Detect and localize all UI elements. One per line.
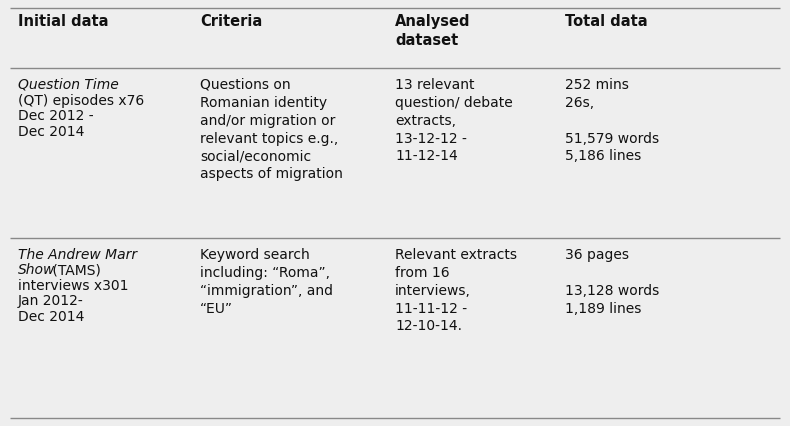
Text: Keyword search
including: “Roma”,
“immigration”, and
“EU”: Keyword search including: “Roma”, “immig… — [200, 248, 333, 316]
Text: Dec 2012 -: Dec 2012 - — [18, 109, 94, 123]
Text: (QT) episodes x76: (QT) episodes x76 — [18, 93, 145, 107]
Text: Relevant extracts
from 16
interviews,
11-11-12 -
12-10-14.: Relevant extracts from 16 interviews, 11… — [395, 248, 517, 334]
Text: Questions on
Romanian identity
and/or migration or
relevant topics e.g.,
social/: Questions on Romanian identity and/or mi… — [200, 78, 343, 181]
Text: interviews x301: interviews x301 — [18, 279, 129, 293]
Text: Dec 2014: Dec 2014 — [18, 124, 85, 138]
Text: (TAMS): (TAMS) — [48, 264, 101, 277]
Text: Question Time: Question Time — [18, 78, 118, 92]
Text: Criteria: Criteria — [200, 14, 262, 29]
Text: The Andrew Marr: The Andrew Marr — [18, 248, 137, 262]
Text: Initial data: Initial data — [18, 14, 108, 29]
Text: 13 relevant
question/ debate
extracts,
13-12-12 -
11-12-14: 13 relevant question/ debate extracts, 1… — [395, 78, 513, 164]
Text: 252 mins
26s,

51,579 words
5,186 lines: 252 mins 26s, 51,579 words 5,186 lines — [565, 78, 659, 164]
Text: Total data: Total data — [565, 14, 648, 29]
Text: Jan 2012-: Jan 2012- — [18, 294, 84, 308]
Text: Dec 2014: Dec 2014 — [18, 310, 85, 324]
Text: 36 pages

13,128 words
1,189 lines: 36 pages 13,128 words 1,189 lines — [565, 248, 659, 316]
Text: Show: Show — [18, 264, 55, 277]
Text: Analysed
dataset: Analysed dataset — [395, 14, 471, 48]
